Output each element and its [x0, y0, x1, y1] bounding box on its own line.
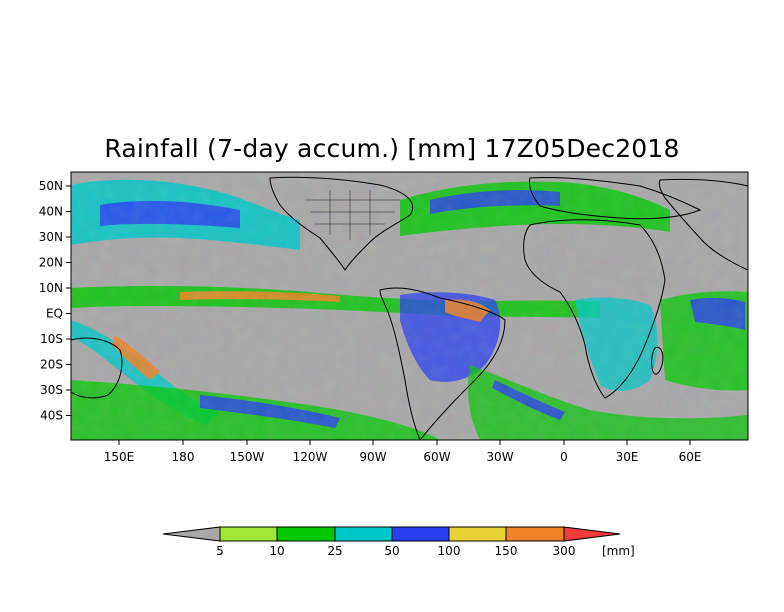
colorbar-swatch-5	[448, 526, 507, 542]
latitude-axis: 50N 40N 30N 20N 10N EQ 10S 20S 30S 40S	[39, 179, 71, 423]
continent-outlines	[71, 176, 748, 440]
map-title: Rainfall (7-day accum.) [mm] 17Z05Dec201…	[104, 134, 680, 163]
lon-label-30w: 30W	[486, 450, 513, 464]
colorbar-high-arrow	[563, 526, 621, 542]
lon-label-0: 0	[560, 450, 568, 464]
outline-north-america	[269, 176, 413, 271]
lat-label-20n: 20N	[39, 256, 63, 270]
lon-label-150e: 150E	[104, 450, 135, 464]
colorbar-label-150: 150	[495, 544, 518, 558]
colorbar-low-arrow	[162, 526, 221, 542]
lon-label-60w: 60W	[423, 450, 450, 464]
lon-label-60e: 60E	[679, 450, 702, 464]
colorbar-swatch-4	[391, 526, 450, 542]
lat-label-30n: 30N	[39, 230, 63, 244]
colorbar-label-25: 25	[327, 544, 342, 558]
colorbar-label-50: 50	[384, 544, 399, 558]
lon-label-90w: 90W	[359, 450, 386, 464]
colorbar-label-100: 100	[438, 544, 461, 558]
lon-label-120w: 120W	[293, 450, 328, 464]
outline-africa	[523, 219, 666, 399]
colorbar-legend: 5 10 25 50 100 150 300 [mm]	[162, 526, 635, 558]
outline-australia	[71, 337, 123, 399]
colorbar-swatch-2	[276, 526, 336, 542]
lat-label-20s: 20S	[40, 358, 63, 372]
lat-label-10s: 10S	[40, 332, 63, 346]
outline-europe	[529, 176, 702, 220]
lat-label-10n: 10N	[39, 281, 63, 295]
outline-asia	[658, 178, 748, 271]
lat-label-40s: 40S	[40, 409, 63, 423]
lon-label-180: 180	[172, 450, 195, 464]
colorbar-swatch-3	[334, 526, 393, 542]
us-state-borders	[305, 190, 400, 240]
lat-label-30s: 30S	[40, 383, 63, 397]
colorbar-unit-label: [mm]	[602, 544, 635, 558]
lat-label-eq: EQ	[46, 307, 63, 321]
colorbar-label-300: 300	[553, 544, 576, 558]
colorbar-label-10: 10	[269, 544, 284, 558]
lat-label-40n: 40N	[39, 205, 63, 219]
outline-south-america	[379, 287, 506, 440]
rainfall-texture	[71, 172, 748, 440]
colorbar-swatch-1	[219, 526, 278, 542]
outline-madagascar	[651, 346, 664, 375]
colorbar-label-5: 5	[216, 544, 224, 558]
lat-label-50n: 50N	[39, 179, 63, 193]
lon-label-150w: 150W	[230, 450, 265, 464]
lon-label-30e: 30E	[616, 450, 639, 464]
map-frame	[70, 171, 749, 441]
longitude-axis: 150E 180 150W 120W 90W 60W 30W 0 30E 60E	[104, 440, 702, 464]
map-plot-area	[71, 172, 748, 440]
colorbar-swatch-6	[505, 526, 565, 542]
